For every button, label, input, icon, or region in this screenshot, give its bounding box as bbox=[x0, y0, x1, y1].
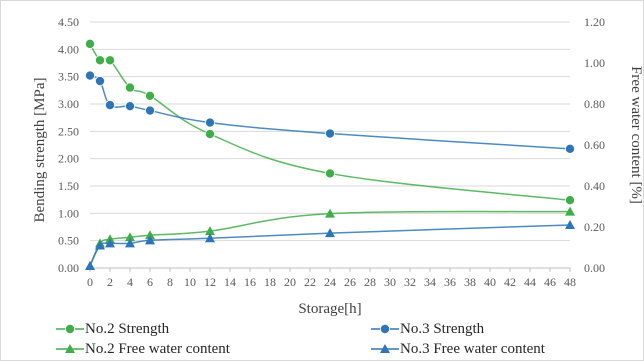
data-point bbox=[85, 70, 96, 81]
data-point bbox=[85, 260, 95, 270]
data-point bbox=[325, 208, 335, 218]
y2-tick-label: 0.80 bbox=[584, 97, 605, 111]
y-tick-label: 1.00 bbox=[58, 206, 79, 220]
x-tick-label: 44 bbox=[524, 275, 536, 289]
y-tick-label: 0.00 bbox=[58, 261, 79, 275]
x-tick-label: 36 bbox=[444, 275, 456, 289]
y2-tick-label: 0.00 bbox=[584, 261, 605, 275]
data-point bbox=[205, 226, 215, 236]
x-tick-label: 18 bbox=[264, 275, 276, 289]
x-tick-label: 16 bbox=[244, 275, 256, 289]
data-point bbox=[145, 235, 155, 245]
y2-tick-label: 0.20 bbox=[584, 220, 605, 234]
x-tick-label: 12 bbox=[204, 275, 216, 289]
data-point bbox=[144, 90, 155, 101]
data-point bbox=[105, 55, 116, 66]
axis-layer: 0.00 0.50 1.00 1.50 2.00 2.50 3.00 3.50 4.00 4.50… bbox=[58, 15, 605, 289]
y2-tick-label: 1.20 bbox=[584, 15, 605, 29]
data-point bbox=[95, 240, 105, 250]
x-tick-label: 14 bbox=[224, 275, 236, 289]
data-point bbox=[145, 230, 155, 240]
data-point bbox=[565, 195, 576, 206]
legend-label: No.3 Free water content bbox=[400, 341, 546, 357]
legend-marker bbox=[380, 344, 390, 353]
data-point bbox=[125, 232, 135, 242]
data-point bbox=[565, 219, 575, 229]
x-tick-label: 2 bbox=[107, 275, 113, 289]
x-tick-label: 8 bbox=[167, 275, 173, 289]
data-point bbox=[125, 238, 135, 248]
legend-label: No.3 Strength bbox=[400, 321, 485, 337]
x-tick-label: 22 bbox=[304, 275, 316, 289]
legend-label: No.2 Free water content bbox=[85, 341, 231, 357]
x-tick-label: 34 bbox=[424, 275, 436, 289]
y-axis-title: Bending strength [MPa] bbox=[32, 78, 48, 223]
legend-item: No.3 Strength bbox=[371, 321, 485, 337]
y-tick-label: 4.50 bbox=[58, 15, 79, 29]
data-point bbox=[324, 128, 335, 139]
series-4 bbox=[85, 219, 575, 270]
data-point bbox=[95, 55, 106, 66]
x-tick-label: 4 bbox=[127, 275, 133, 289]
y-tick-label: 2.50 bbox=[58, 124, 79, 138]
legend-marker bbox=[65, 323, 76, 334]
x-tick-label: 48 bbox=[564, 275, 576, 289]
x-tick-label: 28 bbox=[364, 275, 376, 289]
x-tick-label: 40 bbox=[484, 275, 496, 289]
x-tick-label: 26 bbox=[344, 275, 356, 289]
x-tick-label: 46 bbox=[544, 275, 556, 289]
legend-marker bbox=[65, 344, 75, 353]
data-point bbox=[95, 76, 106, 87]
data-point bbox=[205, 233, 215, 243]
data-point bbox=[204, 129, 215, 140]
x-tick-label: 32 bbox=[404, 275, 416, 289]
x-tick-label: 0 bbox=[87, 275, 93, 289]
y-tick-label: 4.00 bbox=[58, 42, 79, 56]
x-tick-label: 20 bbox=[284, 275, 296, 289]
grid-layer bbox=[90, 21, 570, 242]
data-point bbox=[125, 101, 136, 112]
data-point bbox=[105, 238, 115, 248]
data-point bbox=[324, 168, 335, 179]
legend-item: No.2 Free water content bbox=[56, 341, 231, 357]
x-tick-label: 24 bbox=[324, 275, 336, 289]
legend-item: No.3 Free water content bbox=[371, 341, 546, 357]
y-tick-label: 3.00 bbox=[58, 97, 79, 111]
legend-label: No.2 Strength bbox=[85, 321, 170, 337]
legend-item: No.2 Strength bbox=[56, 321, 170, 337]
data-point bbox=[105, 100, 116, 111]
x-tick-label: 10 bbox=[184, 275, 196, 289]
data-point bbox=[85, 38, 96, 49]
data-point bbox=[204, 117, 215, 128]
series-layer bbox=[85, 38, 576, 270]
x-tick-label: 38 bbox=[464, 275, 476, 289]
data-point bbox=[325, 228, 335, 238]
series-2 bbox=[85, 70, 576, 154]
y-tick-label: 3.50 bbox=[58, 70, 79, 84]
y2-tick-label: 0.60 bbox=[584, 138, 605, 152]
legend: No.2 Strength No.3 Strength No.2 Free wate… bbox=[56, 321, 546, 357]
data-point bbox=[565, 143, 576, 154]
y2-axis-title: Free water content [%] bbox=[628, 66, 644, 204]
series-1 bbox=[85, 38, 576, 206]
x-tick-label: 30 bbox=[384, 275, 396, 289]
y2-tick-label: 1.00 bbox=[584, 56, 605, 70]
data-point bbox=[565, 206, 575, 216]
y-tick-label: 2.00 bbox=[58, 152, 79, 166]
data-point bbox=[125, 82, 136, 93]
y2-tick-label: 0.40 bbox=[584, 179, 605, 193]
x-tick-label: 6 bbox=[147, 275, 153, 289]
data-point bbox=[144, 105, 155, 116]
legend-marker bbox=[379, 323, 390, 334]
y-tick-label: 1.50 bbox=[58, 179, 79, 193]
y-tick-label: 0.50 bbox=[58, 234, 79, 248]
x-axis-title: Storage[h] bbox=[298, 301, 361, 317]
x-tick-label: 42 bbox=[504, 275, 516, 289]
